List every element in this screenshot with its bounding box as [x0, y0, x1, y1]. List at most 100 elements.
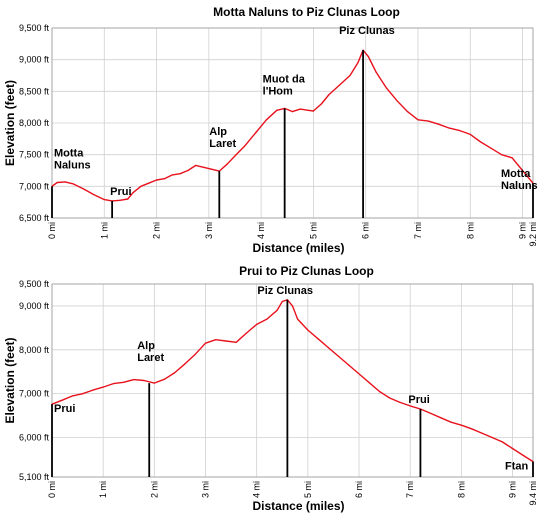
x-tick-label: 4 mi [256, 222, 266, 239]
x-tick-label: 1 mi [99, 222, 109, 239]
data-point [102, 386, 104, 388]
y-tick-label: 8,000 ft [19, 118, 50, 128]
data-point [174, 372, 176, 374]
data-point [357, 62, 359, 64]
data-point [307, 329, 309, 331]
data-point [450, 421, 452, 423]
data-point [417, 119, 419, 121]
x-tick-label: 2 mi [152, 222, 162, 239]
data-point [427, 120, 430, 122]
waypoint-label: Prui [408, 394, 429, 406]
data-point [195, 164, 197, 167]
waypoint-label-line: Piz Clunas [339, 25, 395, 37]
data-point [61, 399, 63, 401]
data-point [179, 173, 181, 175]
data-point [112, 382, 115, 385]
data-point [291, 305, 294, 307]
data-point [511, 447, 514, 450]
data-point [163, 378, 166, 380]
data-point [93, 193, 95, 196]
data-point [389, 397, 391, 399]
waypoint-label-line: Prui [408, 394, 429, 406]
x-tick-label: 6 mi [361, 222, 371, 239]
data-point [501, 441, 503, 443]
data-point [386, 87, 388, 89]
x-tick-label: 5 mi [303, 481, 313, 498]
waypoint-label: Alp Laret [137, 340, 164, 364]
data-point [163, 178, 166, 180]
data-point [143, 379, 145, 382]
y-axis-title: Elevation (feet) [3, 80, 17, 166]
data-point [459, 130, 461, 132]
data-point [64, 181, 66, 183]
chart-title: Motta Naluns to Piz Clunas Loop [213, 5, 400, 19]
elevation-line [51, 299, 534, 463]
data-point [119, 199, 121, 201]
waypoint-label-line: Motta [501, 168, 531, 180]
waypoint-label: Piz Clunas [257, 285, 313, 297]
waypoint-label-line: Laret [209, 138, 236, 150]
data-point [171, 174, 173, 176]
data-point [291, 111, 294, 113]
y-tick-label: 6,000 ft [19, 433, 50, 443]
data-point [153, 382, 155, 384]
y-tick-label: 7,500 ft [19, 150, 50, 160]
x-tick-label: 0 mi [47, 222, 57, 239]
y-tick-label: 9,000 ft [19, 55, 50, 65]
data-point [235, 341, 237, 343]
waypoint-label-line: Prui [110, 186, 131, 198]
waypoint-label: Prui [54, 403, 75, 415]
data-point [448, 127, 450, 129]
data-point [133, 379, 135, 381]
data-point [92, 389, 94, 391]
data-point [367, 55, 369, 58]
waypoint-label: Ftan [505, 461, 529, 473]
data-point [245, 332, 248, 334]
waypoint-label-line: l'Hom [263, 85, 293, 97]
data-point [56, 181, 58, 184]
x-tick-label: 2 mi [149, 481, 159, 498]
waypoint-label-line: Piz Clunas [257, 285, 313, 297]
elevation-line [51, 49, 534, 202]
data-point [522, 454, 524, 456]
waypoint-label-line: Ftan [505, 461, 529, 473]
y-tick-label: 6,500 ft [19, 213, 50, 223]
waypoint-label: Motta Naluns [501, 168, 538, 192]
chart-title: Prui to Piz Clunas Loop [239, 264, 374, 278]
data-point [225, 340, 227, 342]
x-tick-label: 9 mi [518, 222, 528, 239]
data-point [307, 109, 309, 111]
waypoint-label-line: Naluns [501, 180, 538, 192]
data-point [490, 147, 492, 149]
data-point [132, 192, 134, 194]
data-point [501, 154, 503, 156]
data-point [148, 182, 150, 184]
x-tick-label: 7 mi [413, 222, 423, 239]
data-point [82, 188, 84, 190]
data-point [328, 93, 330, 96]
waypoint-label-line: Alp [209, 126, 227, 138]
data-point [358, 373, 360, 375]
data-point [103, 199, 105, 201]
x-tick-label: 7 mi [405, 481, 415, 498]
y-tick-label: 5,100 ft [19, 472, 50, 482]
waypoint-label-line: Laret [137, 352, 164, 364]
data-point [155, 179, 158, 181]
chart-1: Motta Naluns to Piz Clunas Loop 6,500 ft 7… [3, 5, 538, 255]
data-point [265, 119, 267, 121]
x-tick-label: 5 mi [308, 222, 318, 239]
data-point [378, 390, 381, 393]
waypoint-label-line: Alp [137, 340, 155, 352]
waypoint-label: Piz Clunas [339, 25, 395, 37]
y-tick-label: 9,000 ft [19, 301, 50, 311]
data-point [438, 123, 440, 125]
data-point [409, 405, 411, 407]
data-point [276, 309, 278, 311]
x-tick-label: 1 mi [98, 481, 108, 498]
data-point [184, 363, 186, 365]
waypoint-label: Alp Laret [209, 126, 236, 150]
data-point [255, 131, 257, 134]
data-point [399, 401, 401, 404]
plot-area [51, 27, 534, 219]
data-point [127, 198, 129, 200]
